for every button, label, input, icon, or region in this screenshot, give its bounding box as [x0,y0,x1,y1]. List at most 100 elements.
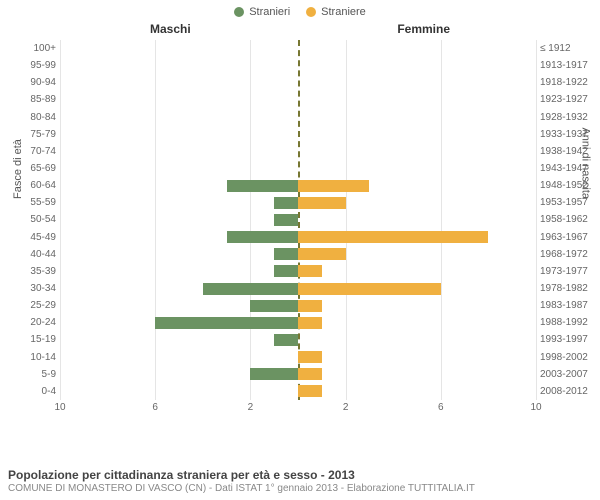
pyramid-row: 85-891923-1927 [60,91,536,108]
pyramid-row: 20-241988-1992 [60,314,536,331]
gridline [536,40,537,400]
age-label: 85-89 [16,94,56,105]
pyramid-row: 25-291983-1987 [60,297,536,314]
pyramid-row: 5-92003-2007 [60,366,536,383]
age-label: 65-69 [16,163,56,174]
age-label: 100+ [16,43,56,54]
birth-year-label: ≤ 1912 [540,43,596,54]
chart-rows: 100+≤ 191295-991913-191790-941918-192285… [60,40,536,400]
bar-female [298,300,322,312]
birth-year-label: 1983-1987 [540,300,596,311]
age-label: 90-94 [16,77,56,88]
legend-swatch-female [306,7,316,17]
x-axis-ticks: 10622610 [60,402,536,418]
bar-male [274,214,298,226]
pyramid-row: 45-491963-1967 [60,229,536,246]
legend-label-male: Stranieri [249,6,290,18]
birth-year-label: 1953-1957 [540,197,596,208]
pyramid-row: 15-191993-1997 [60,331,536,348]
bar-female [298,368,322,380]
bar-female [298,248,346,260]
bar-male [274,197,298,209]
birth-year-label: 1928-1932 [540,112,596,123]
birth-year-label: 1943-1947 [540,163,596,174]
birth-year-label: 1968-1972 [540,249,596,260]
birth-year-label: 1923-1927 [540,94,596,105]
age-label: 30-34 [16,283,56,294]
birth-year-label: 1998-2002 [540,352,596,363]
age-label: 35-39 [16,266,56,277]
age-label: 80-84 [16,112,56,123]
header-female: Femmine [397,22,450,36]
birth-year-label: 1978-1982 [540,283,596,294]
birth-year-label: 1993-1997 [540,334,596,345]
age-label: 25-29 [16,300,56,311]
birth-year-label: 1933-1937 [540,129,596,140]
birth-year-label: 2008-2012 [540,386,596,397]
age-label: 10-14 [16,352,56,363]
pyramid-row: 50-541958-1962 [60,211,536,228]
footer-subtitle: COMUNE DI MONASTERO DI VASCO (CN) - Dati… [8,483,592,494]
bar-female [298,283,441,295]
footer-title: Popolazione per cittadinanza straniera p… [8,468,592,482]
age-label: 5-9 [16,369,56,380]
bar-female [298,180,369,192]
birth-year-label: 1913-1917 [540,60,596,71]
x-tick-label: 6 [152,402,158,413]
birth-year-label: 1918-1922 [540,77,596,88]
pyramid-row: 65-691943-1947 [60,160,536,177]
bar-male [274,334,298,346]
bar-male [227,180,298,192]
bar-female [298,351,322,363]
bar-female [298,317,322,329]
x-tick-label: 2 [343,402,349,413]
pyramid-row: 75-791933-1937 [60,126,536,143]
x-tick-label: 6 [438,402,444,413]
pyramid-row: 35-391973-1977 [60,263,536,280]
age-label: 0-4 [16,386,56,397]
chart-footer: Popolazione per cittadinanza straniera p… [8,468,592,494]
bar-female [298,197,346,209]
bar-male [274,248,298,260]
x-tick-label: 10 [530,402,541,413]
age-label: 55-59 [16,197,56,208]
pyramid-row: 70-741938-1942 [60,143,536,160]
birth-year-label: 1948-1952 [540,180,596,191]
pyramid-row: 60-641948-1952 [60,177,536,194]
age-label: 95-99 [16,60,56,71]
bar-male [203,283,298,295]
birth-year-label: 1973-1977 [540,266,596,277]
pyramid-row: 40-441968-1972 [60,246,536,263]
bar-male [274,265,298,277]
legend-swatch-male [234,7,244,17]
birth-year-label: 1963-1967 [540,232,596,243]
bar-male [155,317,298,329]
bar-male [250,368,298,380]
bar-female [298,265,322,277]
legend: Stranieri Straniere [0,0,600,18]
pyramid-row: 30-341978-1982 [60,280,536,297]
x-tick-label: 10 [54,402,65,413]
pyramid-row: 10-141998-2002 [60,349,536,366]
pyramid-row: 95-991913-1917 [60,57,536,74]
bar-female [298,231,488,243]
birth-year-label: 1938-1942 [540,146,596,157]
bar-female [298,385,322,397]
age-label: 15-19 [16,334,56,345]
age-label: 40-44 [16,249,56,260]
age-label: 75-79 [16,129,56,140]
header-male: Maschi [150,22,191,36]
age-label: 45-49 [16,232,56,243]
age-label: 50-54 [16,214,56,225]
legend-item-male: Stranieri [234,6,290,18]
age-label: 20-24 [16,317,56,328]
legend-item-female: Straniere [306,6,366,18]
pyramid-row: 80-841928-1932 [60,109,536,126]
birth-year-label: 1988-1992 [540,317,596,328]
x-tick-label: 2 [248,402,254,413]
birth-year-label: 1958-1962 [540,214,596,225]
pyramid-row: 90-941918-1922 [60,74,536,91]
bar-male [227,231,298,243]
age-label: 70-74 [16,146,56,157]
pyramid-row: 55-591953-1957 [60,194,536,211]
